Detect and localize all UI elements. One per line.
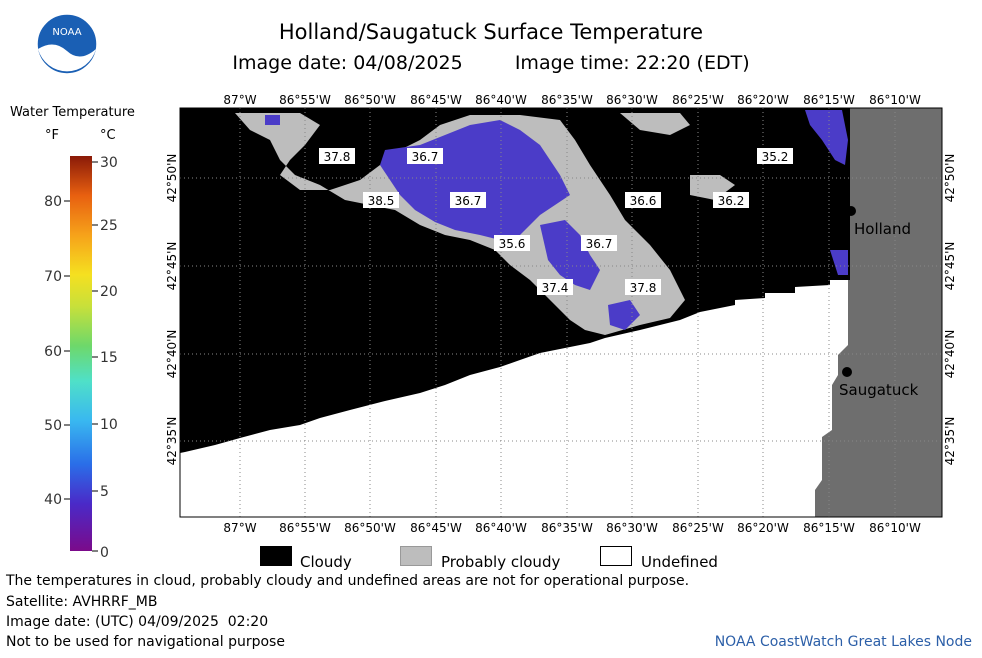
c-tick: 30 (100, 155, 118, 171)
image-time-label: Image time: 22:20 (EDT) (514, 52, 750, 74)
image-datetime: Image date: 04/08/2025 Image time: 22:20… (0, 52, 982, 74)
lon-label-top: 86°40'W (475, 93, 527, 107)
lat-label-right: 42°50'N (943, 154, 957, 203)
temp-label: 36.6 (625, 192, 661, 208)
temp-label: 37.4 (537, 279, 573, 295)
svg-text:36.7: 36.7 (412, 150, 439, 164)
temp-label: 35.2 (757, 148, 793, 164)
lon-label-top: 86°20'W (737, 93, 789, 107)
footer-image-date-utc: Image date: (UTC) 04/09/2025 02:20 (6, 614, 269, 630)
c-tick: 20 (100, 284, 118, 300)
lat-label-left: 42°45'N (165, 242, 179, 291)
city-label: Saugatuck (839, 381, 919, 399)
lat-label-left: 42°35'N (165, 417, 179, 466)
lon-label-top: 86°45'W (410, 93, 462, 107)
lon-label-bottom: 86°20'W (737, 521, 789, 535)
lon-label-bottom: 86°50'W (344, 521, 396, 535)
legend-swatch-undefined (600, 546, 632, 566)
city-saugatuck: Saugatuck (839, 367, 919, 399)
city-holland: Holland (846, 206, 911, 238)
svg-text:36.6: 36.6 (630, 194, 657, 208)
logo-text: NOAA (52, 27, 81, 38)
lon-label-bottom: 86°30'W (606, 521, 658, 535)
lon-label-top: 87°W (223, 93, 256, 107)
colorbar: 80 70 60 50 40 30 25 20 15 10 5 0 (44, 155, 118, 560)
svg-text:36.7: 36.7 (586, 237, 613, 251)
c-tick: 25 (100, 218, 118, 234)
lon-label-bottom: 86°10'W (869, 521, 921, 535)
lat-label-right: 42°40'N (943, 330, 957, 379)
temp-label: 37.8 (319, 148, 355, 164)
svg-text:37.8: 37.8 (324, 150, 351, 164)
temperature-map: 37.8 36.7 38.5 36.7 35.6 36.7 36.6 36.2 … (165, 93, 957, 535)
city-label: Holland (854, 220, 911, 238)
lon-label-bottom: 86°25'W (672, 521, 724, 535)
footer-satellite: Satellite: AVHRRF_MB (6, 594, 158, 610)
legend-swatch-cloudy (260, 546, 292, 566)
colorbar-title: Water Temperature (10, 105, 135, 120)
legend-label-undefined: Undefined (641, 553, 718, 571)
legend-label-probably-cloudy: Probably cloudy (441, 553, 561, 571)
lon-label-bottom: 86°45'W (410, 521, 462, 535)
temp-label: 36.7 (450, 192, 486, 208)
svg-text:37.8: 37.8 (630, 281, 657, 295)
lon-label-bottom: 86°55'W (279, 521, 331, 535)
colorbar-unit-c: °C (100, 128, 116, 143)
lat-label-right: 42°35'N (943, 417, 957, 466)
legend-label-cloudy: Cloudy (300, 553, 352, 571)
temp-label: 36.2 (713, 192, 749, 208)
temp-label: 36.7 (581, 235, 617, 251)
page-title: Holland/Saugatuck Surface Temperature (278, 20, 704, 44)
temp-label: 35.6 (494, 235, 530, 251)
footer-credit: NOAA CoastWatch Great Lakes Node (714, 634, 972, 650)
footer-nav-warning: Not to be used for navigational purpose (6, 634, 285, 650)
image-date-label: Image date: 04/08/2025 (232, 52, 463, 74)
lat-lon-grid (180, 108, 942, 517)
c-tick: 15 (100, 350, 118, 366)
svg-text:35.6: 35.6 (499, 237, 526, 251)
lon-label-bottom: 86°15'W (803, 521, 855, 535)
svg-text:38.5: 38.5 (368, 194, 395, 208)
temp-label: 38.5 (363, 192, 399, 208)
colorbar-unit-f: °F (45, 128, 59, 143)
temp-label: 36.7 (407, 148, 443, 164)
lon-label-bottom: 87°W (223, 521, 256, 535)
lon-label-top: 86°15'W (803, 93, 855, 107)
svg-text:36.2: 36.2 (718, 194, 745, 208)
svg-text:37.4: 37.4 (542, 281, 569, 295)
f-tick: 70 (44, 269, 62, 285)
legend-swatch-probably-cloudy (400, 546, 432, 566)
lon-label-top: 86°10'W (869, 93, 921, 107)
lon-label-top: 86°35'W (541, 93, 593, 107)
lon-label-top: 86°30'W (606, 93, 658, 107)
f-tick: 60 (44, 344, 62, 360)
lon-label-top: 86°25'W (672, 93, 724, 107)
lon-label-bottom: 86°40'W (475, 521, 527, 535)
lon-label-bottom: 86°35'W (541, 521, 593, 535)
lon-label-top: 86°50'W (344, 93, 396, 107)
f-tick: 50 (44, 418, 62, 434)
lat-label-left: 42°40'N (165, 330, 179, 379)
lon-label-top: 86°55'W (279, 93, 331, 107)
f-tick: 80 (44, 194, 62, 210)
c-tick: 0 (100, 545, 109, 560)
footer-note: The temperatures in cloud, probably clou… (6, 573, 690, 589)
lat-label-right: 42°45'N (943, 242, 957, 291)
temp-label: 37.8 (625, 279, 661, 295)
f-tick: 40 (44, 492, 62, 508)
lat-label-left: 42°50'N (165, 154, 179, 203)
noaa-logo: NOAA (36, 13, 98, 75)
svg-text:35.2: 35.2 (762, 150, 789, 164)
svg-text:36.7: 36.7 (455, 194, 482, 208)
land-area (815, 108, 942, 517)
c-tick: 10 (100, 417, 118, 433)
c-tick: 5 (100, 484, 109, 500)
